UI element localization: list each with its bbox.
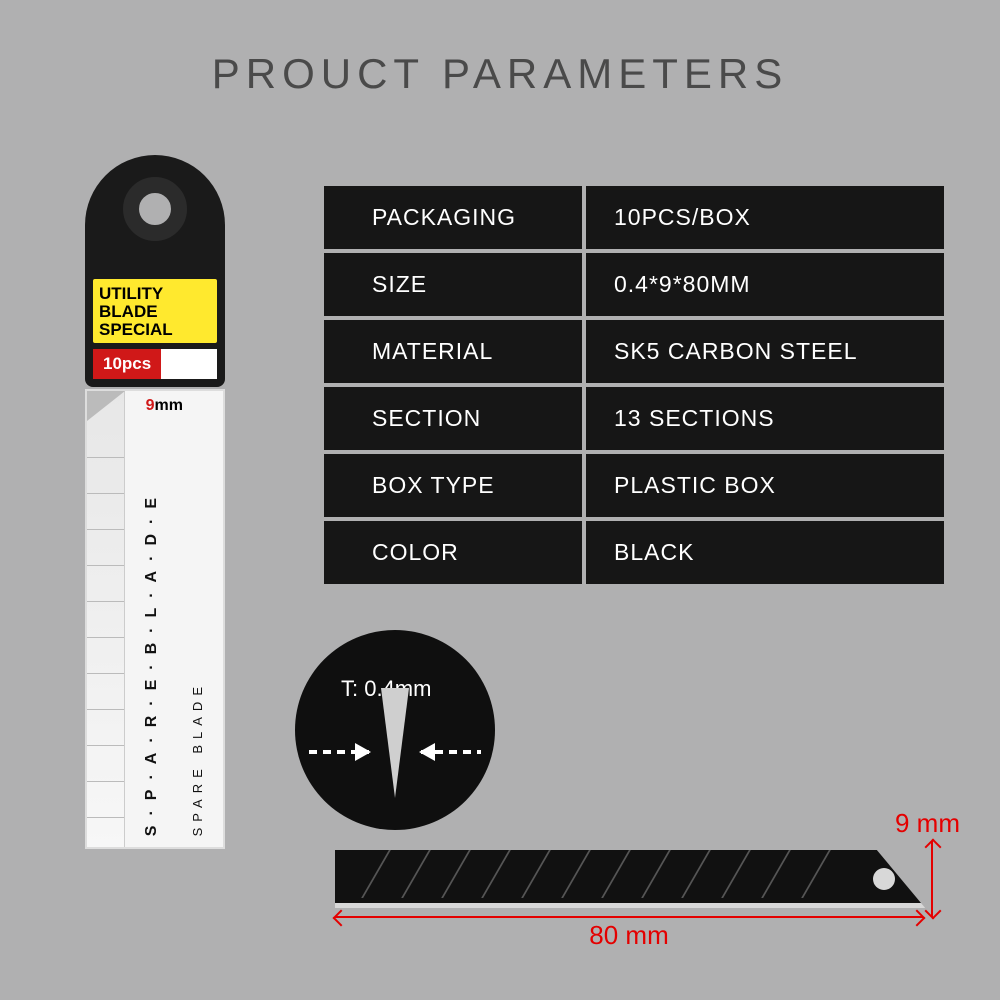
spec-label: COLOR [322,519,584,586]
blade-tip-icon [381,688,409,798]
label-special: SPECIAL [99,321,211,339]
blade-hole-icon [873,868,895,890]
spec-table: PACKAGING10PCS/BOXSIZE0.4*9*80MMMATERIAL… [320,182,948,588]
spec-label: MATERIAL [322,318,584,385]
hanger-hole-icon [123,177,187,241]
table-row: MATERIALSK5 CARBON STEEL [322,318,946,385]
blade-illustration [335,850,925,908]
blade-strip-icon [87,391,125,847]
package-window: 9mm S·P·A·R·E·B·L·A·D·E SPARE BLADE [85,389,225,849]
label-line2: BLADE [99,302,158,321]
table-row: SIZE0.4*9*80MM [322,251,946,318]
spec-label: SECTION [322,385,584,452]
table-row: PACKAGING10PCS/BOX [322,184,946,251]
height-dimension-line [931,841,933,917]
spec-value: 13 SECTIONS [584,385,946,452]
spec-label: BOX TYPE [322,452,584,519]
spec-label: PACKAGING [322,184,584,251]
table-row: BOX TYPEPLASTIC BOX [322,452,946,519]
qty-value: 10pcs [93,349,161,379]
spec-value: 10PCS/BOX [584,184,946,251]
length-dimension-label: 80 mm [335,920,923,951]
spec-value: SK5 CARBON STEEL [584,318,946,385]
height-dimension-label: 9 mm [895,808,960,839]
qty-label: 10pcs [93,349,217,379]
vertical-text: S·P·A·R·E·B·L·A·D·E SPARE BLADE [125,391,223,847]
spec-value: 0.4*9*80MM [584,251,946,318]
utility-blade-label: UTILITY BLADE SPECIAL [93,279,217,343]
table-row: SECTION13 SECTIONS [322,385,946,452]
spec-label: SIZE [322,251,584,318]
vtext-main: S·P·A·R·E·B·L·A·D·E [143,488,161,836]
qty-spacer [161,349,217,379]
page-title: PROUCT PARAMETERS [0,50,1000,98]
spec-value: PLASTIC BOX [584,452,946,519]
table-row: COLORBLACK [322,519,946,586]
thickness-callout: T: 0.4mm [295,630,495,830]
size-marker: 9mm [146,397,183,415]
product-package: UTILITY BLADE SPECIAL 10pcs 9mm S·P·A·R·… [80,155,230,855]
spec-value: BLACK [584,519,946,586]
arrow-right-icon [421,750,481,754]
label-line1: UTILITY [99,284,163,303]
package-label-area: UTILITY BLADE SPECIAL 10pcs [85,273,225,387]
arrow-left-icon [309,750,369,754]
length-dimension-line [335,916,923,918]
vtext-side: SPARE BLADE [190,681,205,836]
